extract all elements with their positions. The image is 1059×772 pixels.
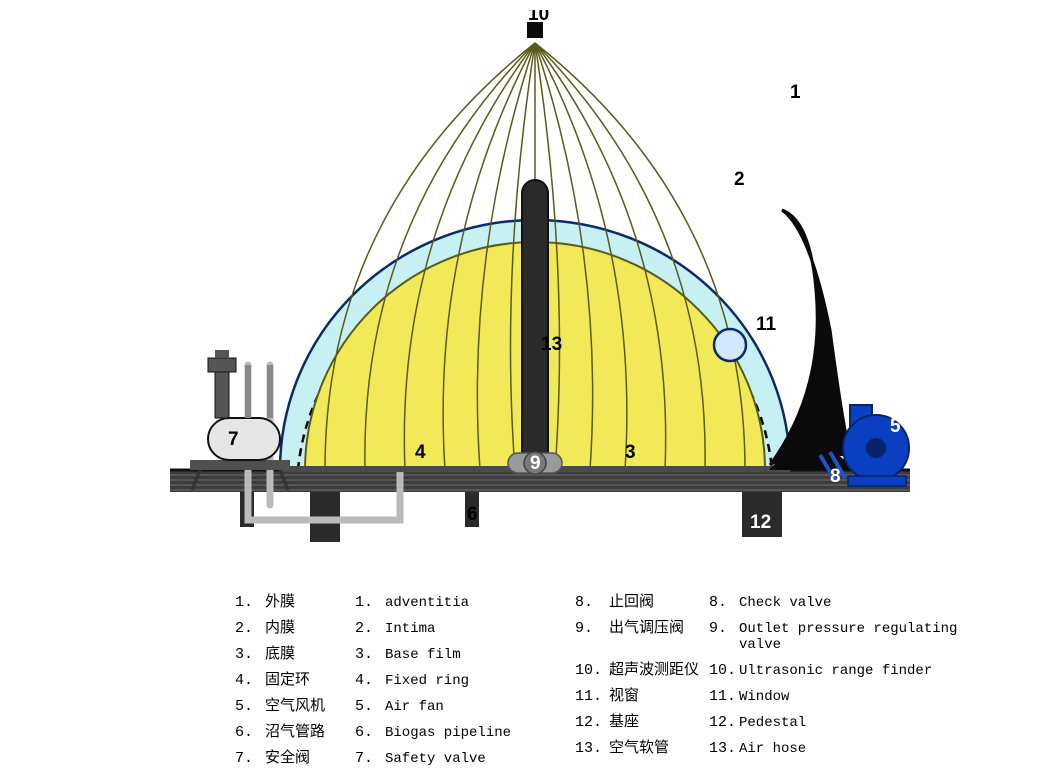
legend-item: 6.沼气管路6.Biogas pipeline [235, 720, 535, 741]
legend-cn: 外膜 [265, 590, 355, 611]
legend: 1.外膜1.adventitia 2.内膜2.Intima 3.底膜3.Base… [235, 590, 1055, 772]
legend-item: 3.底膜3.Base film [235, 642, 535, 663]
legend-item: 7.安全阀7.Safety valve [235, 746, 535, 767]
legend-item: 11.视窗11.Window [575, 684, 999, 705]
legend-num: 1. [235, 594, 265, 611]
legend-en: adventitia [385, 595, 535, 611]
diagram-svg: 10 1 2 11 3 4 13 6 12 7 9 5 8 [170, 10, 910, 570]
label-5: 5 [890, 416, 901, 437]
legend-item: 4.固定环4.Fixed ring [235, 668, 535, 689]
air-hose-tube [522, 180, 548, 470]
label-4: 4 [415, 442, 426, 463]
label-11: 11 [756, 314, 777, 335]
biogas-dome-diagram: 10 1 2 11 3 4 13 6 12 7 9 5 8 [170, 10, 910, 570]
label-13: 13 [541, 334, 562, 355]
label-3: 3 [625, 442, 636, 463]
legend-item: 1.外膜1.adventitia [235, 590, 535, 611]
label-1: 1 [790, 82, 801, 103]
legend-ennum: 1. [355, 594, 385, 611]
legend-item: 2.内膜2.Intima [235, 616, 535, 637]
label-9: 9 [530, 453, 541, 474]
legend-item: 5.空气风机5.Air fan [235, 694, 535, 715]
legend-item: 8.止回阀8.Check valve [575, 590, 999, 611]
label-10: 10 [528, 10, 549, 25]
label-2: 2 [734, 169, 745, 190]
legend-col-1: 1.外膜1.adventitia 2.内膜2.Intima 3.底膜3.Base… [235, 590, 535, 772]
label-7: 7 [228, 429, 239, 450]
legend-item: 10.超声波测距仪10.Ultrasonic range finder [575, 658, 999, 679]
legend-item: 9.出气调压阀9.Outlet pressure regulating valv… [575, 616, 999, 653]
legend-item: 12.基座12.Pedestal [575, 710, 999, 731]
label-8: 8 [830, 466, 841, 487]
legend-item: 13.空气软管13.Air hose [575, 736, 999, 757]
window [714, 329, 746, 361]
legend-col-2: 8.止回阀8.Check valve 9.出气调压阀9.Outlet press… [575, 590, 999, 772]
label-6: 6 [467, 504, 478, 525]
label-12: 12 [750, 512, 771, 533]
safety-valve-unit [190, 350, 290, 490]
